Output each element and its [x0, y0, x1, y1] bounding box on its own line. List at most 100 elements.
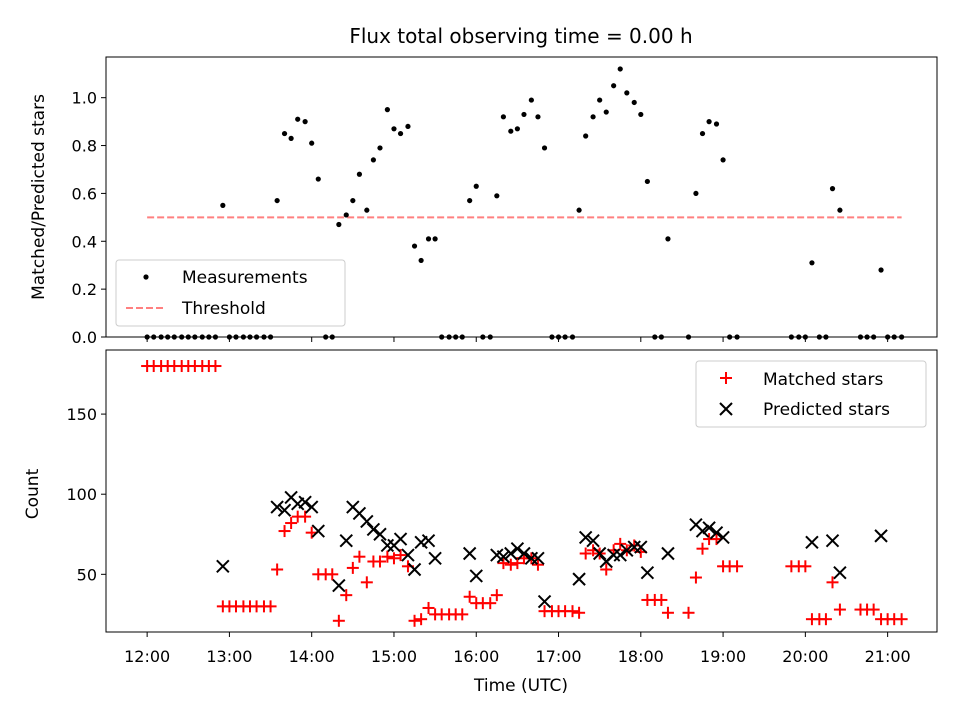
matched-star-point	[271, 563, 284, 576]
x-tick-label: 19:00	[700, 647, 746, 666]
measurement-point	[617, 66, 623, 72]
predicted-star-point	[634, 540, 648, 554]
top-y-tick-label: 0.2	[72, 280, 97, 299]
x-tick-label: 21:00	[865, 647, 911, 666]
predicted-star-point	[360, 514, 374, 529]
matched-star-point	[826, 576, 839, 589]
measurement-point	[713, 121, 720, 127]
measurement-point	[309, 140, 315, 146]
predicted-star-point	[517, 546, 531, 561]
matched-star-point	[285, 517, 298, 530]
top-y-tick-label: 1.0	[72, 89, 97, 108]
measurement-point	[693, 190, 699, 197]
measurement-point	[706, 119, 712, 125]
measurement-point	[494, 193, 500, 199]
legend-predicted-label: Predicted stars	[763, 400, 890, 420]
bottom-x-ticks: 12:00 13:00 14:00 15:00 16:00 17:00 18:00 19:00…	[124, 632, 911, 666]
predicted-star-point	[373, 527, 387, 541]
measurement-point	[405, 123, 411, 130]
top-y-tick-label: 0.4	[72, 232, 97, 251]
measurement-point	[500, 114, 506, 120]
matched-star-point	[264, 600, 277, 613]
measurement-point	[467, 197, 473, 204]
predicted-star-point	[462, 546, 477, 561]
x-tick-label: 18:00	[618, 647, 664, 666]
matched-star-point	[326, 568, 339, 581]
predicted-star-point	[716, 530, 730, 545]
matched-star-point	[497, 557, 510, 570]
measurement-point	[377, 145, 383, 151]
measurement-point	[638, 111, 644, 118]
matched-star-point	[504, 558, 517, 571]
matched-star-point	[895, 613, 908, 626]
x-tick-label: 12:00	[124, 647, 170, 666]
measurement-point	[473, 183, 479, 189]
matched-star-point	[373, 555, 386, 568]
top-y-tick-label: 0.0	[72, 328, 97, 347]
measurement-point	[288, 135, 294, 141]
top-y-axis-label: Matched/Predicted stars	[29, 94, 49, 300]
measurement-point	[432, 236, 438, 242]
predicted-star-point	[833, 566, 847, 580]
legend-measurement-marker	[143, 274, 149, 280]
matched-star-point	[566, 605, 579, 618]
predicted-star-point	[578, 530, 593, 545]
x-tick-label: 17:00	[535, 647, 581, 666]
measurement-point	[837, 207, 843, 213]
predicted-star-point	[393, 532, 408, 546]
predicted-star-point	[586, 533, 600, 548]
matched-star-point	[332, 614, 345, 627]
predicted-star-point	[270, 500, 284, 514]
top-x-ticks	[146, 337, 889, 342]
predicted-star-point	[524, 551, 539, 566]
measurement-point	[611, 83, 617, 89]
x-axis-label: Time (UTC)	[473, 676, 568, 696]
measurement-point	[514, 126, 520, 132]
matched-star-point	[689, 571, 702, 584]
legend-matched-marker	[720, 372, 732, 384]
matched-star-point	[490, 589, 503, 602]
measurement-point	[528, 97, 534, 103]
matched-star-point	[655, 593, 668, 606]
measurement-point	[597, 97, 603, 103]
matched-star-point	[387, 552, 400, 565]
predicted-star-point	[695, 524, 710, 538]
x-tick-label: 13:00	[206, 647, 252, 666]
matched-star-point	[278, 525, 291, 538]
predicted-star-point	[469, 569, 483, 583]
measurement-point	[356, 171, 363, 177]
predicted-star-point	[627, 540, 641, 554]
measurement-point	[508, 128, 514, 134]
measurement-point	[603, 109, 609, 115]
matched-star-point	[531, 558, 544, 571]
predicted-star-point	[620, 543, 634, 557]
predicted-star-point	[709, 525, 724, 540]
predicted-star-point	[216, 559, 230, 574]
matched-star-point	[484, 597, 497, 610]
predicted-star-point	[661, 546, 675, 561]
measurement-point	[315, 176, 321, 182]
measurement-point	[411, 243, 418, 249]
measurement-point	[220, 202, 226, 208]
predicted-star-point	[613, 548, 627, 562]
measurement-point	[699, 130, 706, 137]
bottom-y-axis-label: Count	[23, 468, 43, 519]
x-tick-label: 16:00	[453, 647, 499, 666]
measurement-point	[350, 197, 356, 204]
legend-matched-label: Matched stars	[763, 370, 883, 390]
measurement-point	[631, 99, 637, 106]
top-y-tick-label: 0.6	[72, 184, 97, 203]
measurement-point	[644, 178, 650, 185]
matched-star-point	[731, 560, 744, 573]
predicted-star-point	[366, 522, 381, 537]
measurement-point	[391, 126, 397, 132]
measurement-point	[624, 90, 630, 96]
measurement-point	[274, 197, 280, 204]
matched-star-point	[381, 550, 394, 563]
matched-star-point	[614, 537, 627, 550]
measurement-point	[541, 145, 548, 151]
measurement-point	[397, 130, 404, 137]
predicted-star-point	[277, 503, 292, 517]
